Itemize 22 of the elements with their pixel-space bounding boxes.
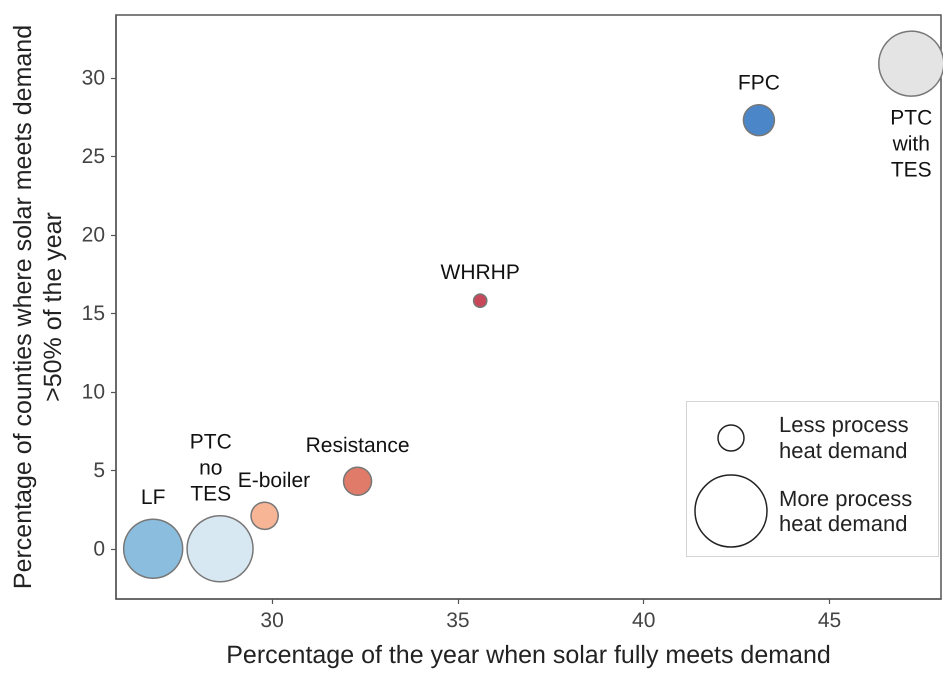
series-label: WHRHP: [440, 260, 520, 284]
x-tick-label: 40: [632, 609, 656, 632]
y-tick-label: 5: [93, 458, 105, 482]
series-label: PTC no TES: [190, 430, 232, 506]
x-tick-label: 35: [446, 609, 470, 632]
annotation: More process heat demand: [779, 486, 914, 536]
x-axis-title: Percentage of the year when solar fully meets demand: [226, 641, 831, 669]
x-tick-label: 30: [260, 609, 284, 632]
series-label: PTC with TES: [890, 106, 932, 182]
series-label: FPC: [738, 71, 780, 94]
y-axis-title: Percentage of counties where solar meets demand >50% of the year: [9, 24, 67, 590]
series-label: LF: [140, 486, 166, 509]
y-tick-label: 30: [82, 66, 105, 90]
y-tick-label: 25: [82, 144, 105, 168]
y-tick-label: 20: [82, 223, 105, 246]
series-label: E-boiler: [238, 468, 310, 492]
y-tick-label: 10: [82, 380, 105, 404]
y-tick-label: 0: [93, 537, 105, 560]
series-label: Resistance: [306, 434, 410, 458]
x-tick-label: 45: [818, 609, 842, 632]
annotation: Less process heat demand: [779, 412, 910, 463]
y-tick-label: 15: [82, 302, 105, 325]
